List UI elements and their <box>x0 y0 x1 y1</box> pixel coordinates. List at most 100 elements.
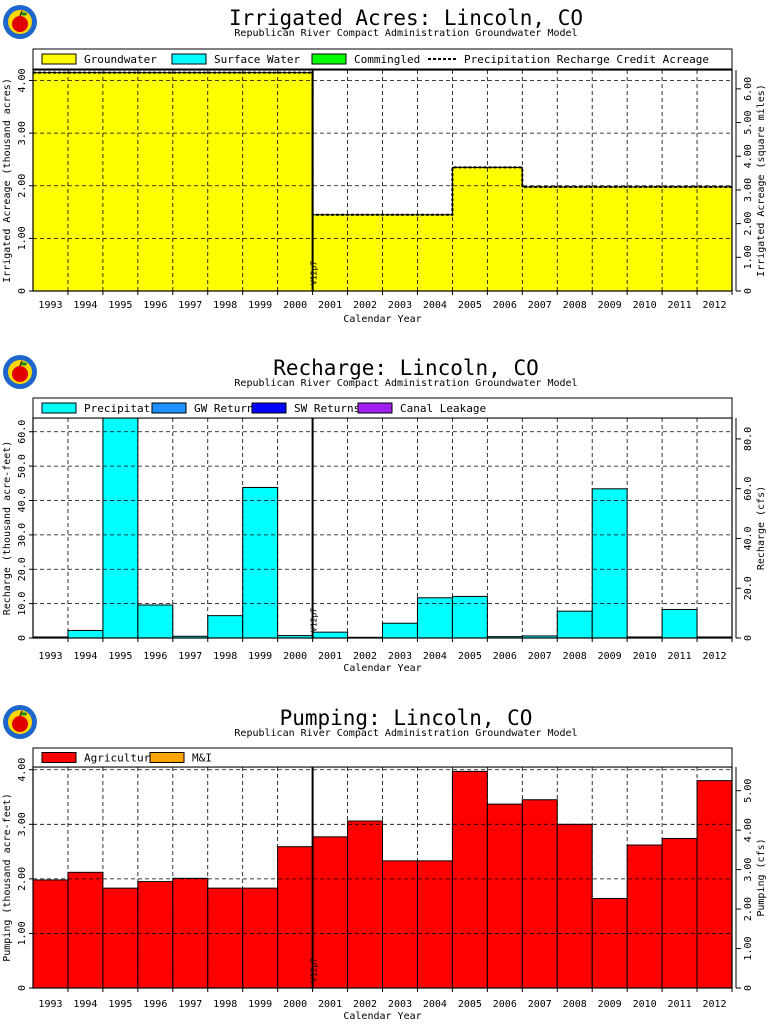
bar-agricultural-2007 <box>521 799 558 989</box>
y-tick-label-right: 1.00 <box>743 245 754 269</box>
x-tick-label: 2008 <box>563 651 587 662</box>
bar-groundwater-2008 <box>557 186 593 291</box>
x-tick-label: 2007 <box>528 300 552 311</box>
chart-subtitle: Republican River Compact Administration … <box>234 28 577 39</box>
y-tick-label: 20.0 <box>17 557 28 581</box>
x-tick-label: 2011 <box>668 300 692 311</box>
x-tick-label: 1998 <box>213 651 237 662</box>
x-tick-label: 2001 <box>318 651 342 662</box>
x-tick-label: 2006 <box>493 999 517 1010</box>
bar-groundwater-1995 <box>102 72 138 291</box>
y-tick-label: 10.0 <box>17 592 28 616</box>
x-axis-label: Calendar Year <box>343 663 421 674</box>
x-tick-label: 2009 <box>598 999 622 1010</box>
bar-groundwater-2004 <box>417 214 453 291</box>
bar-agricultural-2004 <box>416 860 453 989</box>
y-axis-label: Pumping (thousand acre-feet) <box>2 793 13 962</box>
y-tick-label-right: 4.00 <box>743 818 754 842</box>
x-tick-label: 2007 <box>528 651 552 662</box>
y-tick-label-right: 6.00 <box>743 77 754 101</box>
x-tick-label: 2009 <box>598 651 622 662</box>
bar-agricultural-2008 <box>556 823 593 989</box>
x-tick-label: 2005 <box>458 999 482 1010</box>
apple-stem-icon <box>19 10 23 17</box>
y-tick-label: 3.00 <box>17 121 28 145</box>
x-tick-label: 2012 <box>702 651 726 662</box>
bar-agricultural-2005 <box>451 770 488 989</box>
y-tick-label: 1.00 <box>17 921 28 945</box>
legend-swatch <box>41 53 77 65</box>
bar-precipitation-2001 <box>312 631 349 639</box>
x-tick-label: 2012 <box>702 300 726 311</box>
x-tick-label: 2002 <box>353 651 377 662</box>
apple-leaf-icon <box>21 362 27 366</box>
y-tick-label: 4.00 <box>17 758 28 782</box>
bar-precipitation-1999 <box>242 486 279 639</box>
apple-icon <box>12 716 28 732</box>
x-tick-label: 2004 <box>423 999 447 1010</box>
bar-groundwater-2010 <box>627 186 663 291</box>
x-tick-label: 1999 <box>248 651 272 662</box>
bar-precipitation-2003 <box>382 622 418 639</box>
apple-icon <box>12 366 28 382</box>
bar-groundwater-2001 <box>312 214 348 291</box>
x-tick-label: 1999 <box>248 999 272 1010</box>
legend-swatch <box>357 402 393 414</box>
x-tick-label: 1994 <box>73 999 97 1010</box>
y-tick-label-right: 60.0 <box>743 477 754 501</box>
model-version-label: V12p7 <box>310 261 319 285</box>
y-tick-label: 1.00 <box>17 226 28 250</box>
y-tick-label-right: 20.0 <box>743 576 754 600</box>
legend-label: M&I <box>192 752 212 765</box>
y-tick-label-right: 2.00 <box>743 897 754 921</box>
apple-leaf-icon <box>21 712 27 716</box>
y-tick-label: 2.00 <box>17 867 28 891</box>
apple-leaf-icon <box>21 12 27 16</box>
y-axis-label: Irrigated Acreage (thousand acres) <box>2 78 13 283</box>
x-tick-label: 1998 <box>213 300 237 311</box>
y-tick-label-right: 1.00 <box>743 936 754 960</box>
y-tick-label: 3.00 <box>17 812 28 836</box>
bar-groundwater-2002 <box>347 214 383 291</box>
x-axis-label: Calendar Year <box>343 1011 421 1022</box>
x-tick-label: 1997 <box>178 651 202 662</box>
legend-label: GW Returns <box>194 402 260 415</box>
y-tick-label: 0 <box>17 985 28 991</box>
bar-agricultural-2006 <box>486 803 523 989</box>
bar-groundwater-1999 <box>242 72 278 291</box>
x-tick-label: 2003 <box>388 300 412 311</box>
y-tick-label: 40.0 <box>17 488 28 512</box>
x-tick-label: 1998 <box>213 999 237 1010</box>
x-tick-label: 2002 <box>353 300 377 311</box>
x-tick-label: 2008 <box>563 300 587 311</box>
legend-label: Precipitation <box>84 402 170 415</box>
y-tick-label-right: 5.00 <box>743 779 754 803</box>
legend-swatch <box>41 752 77 763</box>
chart-title: Pumping: Lincoln, CO <box>280 706 533 730</box>
bar-agricultural-2000 <box>277 846 314 989</box>
x-tick-label: 2000 <box>283 999 307 1010</box>
bar-precipitation-2011 <box>661 608 698 639</box>
x-tick-label: 1995 <box>108 999 132 1010</box>
y-tick-label-right: 0 <box>743 288 754 294</box>
bar-groundwater-2006 <box>487 167 523 291</box>
x-tick-label: 1999 <box>248 300 272 311</box>
legend-swatch <box>171 53 207 65</box>
bar-groundwater-2012 <box>697 186 732 291</box>
bar-groundwater-1996 <box>137 72 173 291</box>
legend-swatch <box>149 752 185 763</box>
y-tick-label-right: 3.00 <box>743 858 754 882</box>
bar-precipitation-1996 <box>137 604 174 639</box>
legend-swatch <box>41 402 77 414</box>
y-tick-label: 0 <box>17 288 28 294</box>
x-tick-label: 1993 <box>38 651 62 662</box>
model-version-label: V12p7 <box>310 958 319 982</box>
x-tick-label: 1994 <box>73 300 97 311</box>
x-tick-label: 1996 <box>143 999 167 1010</box>
y-tick-label: 0 <box>17 635 28 641</box>
bar-groundwater-1993 <box>33 72 68 291</box>
